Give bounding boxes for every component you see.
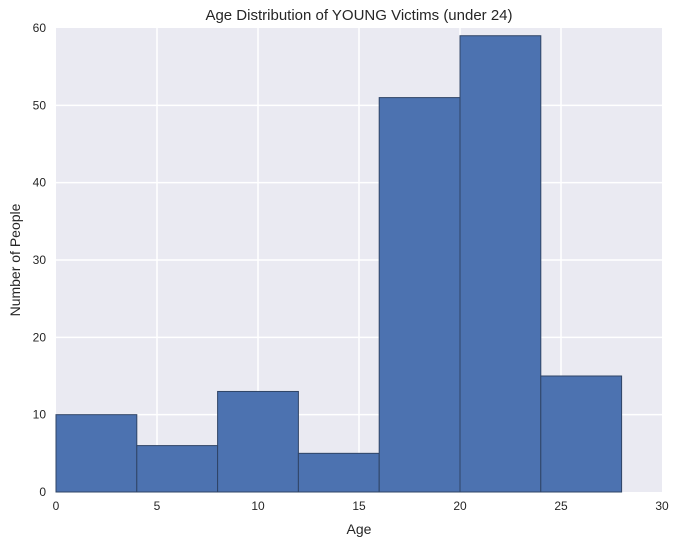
x-tick-labels: 0 5 10 15 20 25 30 (53, 499, 669, 513)
y-tick-labels: 0 10 20 30 40 50 60 (33, 21, 47, 499)
y-tick-label: 0 (39, 485, 46, 499)
y-tick-label: 30 (33, 253, 47, 267)
y-tick-label: 10 (33, 408, 47, 422)
histogram-bar (136, 445, 219, 493)
histogram-bar (378, 97, 461, 493)
histogram-bar (297, 452, 380, 493)
x-tick-label: 30 (655, 499, 669, 513)
x-tick-label: 0 (53, 499, 60, 513)
bars-layer (55, 35, 623, 493)
x-tick-label: 10 (251, 499, 265, 513)
y-tick-label: 40 (33, 176, 47, 190)
grid-layer (56, 28, 662, 492)
histogram-bar (55, 414, 138, 493)
histogram-bar (459, 35, 542, 493)
y-tick-label: 20 (33, 330, 47, 344)
y-axis-label: Number of People (7, 203, 23, 316)
y-tick-label: 50 (33, 98, 47, 112)
x-tick-label: 25 (554, 499, 568, 513)
y-tick-label: 60 (33, 21, 47, 35)
x-tick-label: 5 (154, 499, 161, 513)
histogram-bar (540, 375, 623, 493)
x-tick-label: 20 (453, 499, 467, 513)
histogram-bar (217, 390, 299, 493)
x-axis-label: Age (347, 521, 372, 537)
chart-title: Age Distribution of YOUNG Victims (under… (205, 7, 512, 24)
x-tick-label: 15 (352, 499, 366, 513)
